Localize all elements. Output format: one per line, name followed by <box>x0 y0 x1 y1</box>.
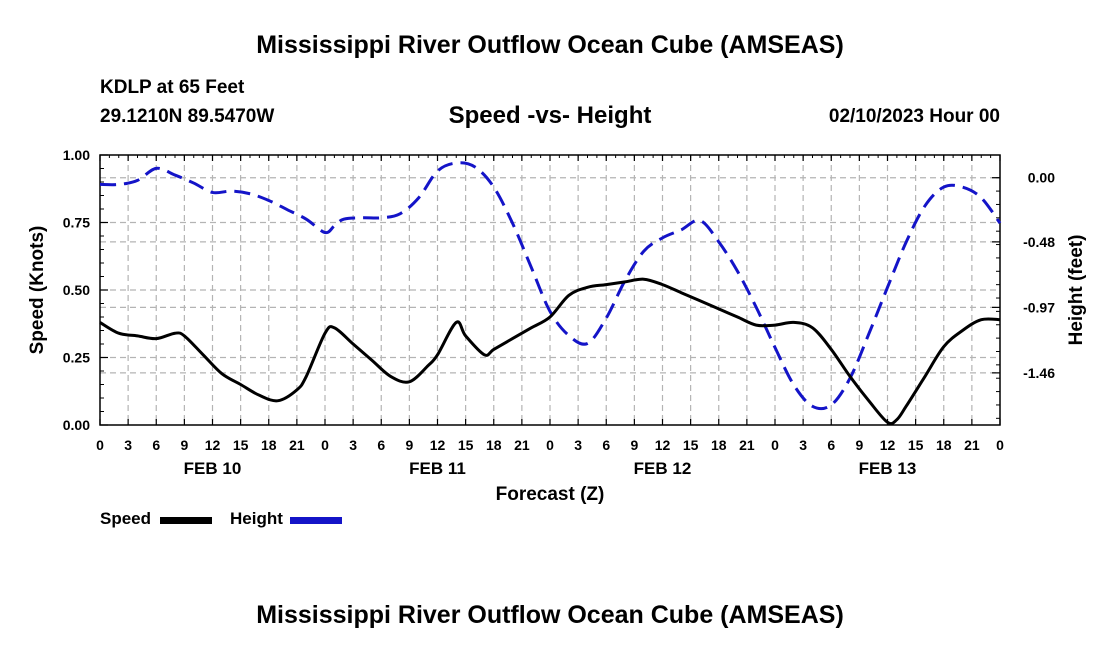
series-line-height <box>99 161 1002 411</box>
x-tick-label: 21 <box>514 437 530 453</box>
x-tick-label: 3 <box>349 437 357 453</box>
x-axis-label: Forecast (Z) <box>496 484 605 505</box>
y-tick-label: 0.25 <box>63 350 90 366</box>
x-tick-label: 9 <box>630 437 638 453</box>
x-tick-label: 15 <box>458 437 474 453</box>
chart-title: Mississippi River Outflow Ocean Cube (AM… <box>256 31 844 59</box>
x-tick-label: 12 <box>655 437 671 453</box>
day-label: FEB 12 <box>634 459 692 478</box>
x-tick-label: 9 <box>855 437 863 453</box>
x-tick-label: 18 <box>711 437 727 453</box>
x-tick-label: 18 <box>486 437 502 453</box>
x-tick-label: 15 <box>233 437 249 453</box>
x-tick-label: 12 <box>205 437 221 453</box>
x-tick-label: 0 <box>546 437 554 453</box>
y2-tick-label: -0.48 <box>1023 234 1055 250</box>
x-tick-label: 18 <box>261 437 277 453</box>
legend-speed-swatch <box>160 517 212 524</box>
forecast-date: 02/10/2023 Hour 00 <box>828 106 1000 127</box>
x-tick-label: 0 <box>771 437 779 453</box>
series-line-speed <box>99 277 1001 426</box>
axis-layer: 0 3 6 9 12 15 18 21 0 3 6 9 12 15 18 21 0 3 6 9 12 15 18 21 0 3 6 9… <box>63 147 1055 478</box>
x-tick-label: 18 <box>936 437 952 453</box>
legend-height-label: Height <box>230 509 283 528</box>
x-tick-label: 12 <box>430 437 446 453</box>
x-tick-label: 9 <box>405 437 413 453</box>
y2-tick-label: -0.97 <box>1023 299 1055 315</box>
station-label: KDLP at 65 Feet <box>100 77 245 98</box>
x-tick-label: 0 <box>96 437 104 453</box>
x-tick-label: 3 <box>124 437 132 453</box>
day-label: FEB 10 <box>184 459 242 478</box>
series-layer <box>99 161 1002 426</box>
legend-height-swatch <box>290 517 342 524</box>
x-tick-label: 6 <box>602 437 610 453</box>
x-tick-label: 0 <box>321 437 329 453</box>
y2-tick-label: 0.00 <box>1028 170 1055 186</box>
y-tick-label: 0.00 <box>63 417 90 433</box>
grid-layer <box>100 155 1000 425</box>
footer-title: Mississippi River Outflow Ocean Cube (AM… <box>256 601 844 629</box>
station-coords: 29.1210N 89.5470W <box>100 106 275 127</box>
x-tick-label: 6 <box>152 437 160 453</box>
y2-axis-label: Height (feet) <box>1066 235 1087 346</box>
day-label: FEB 13 <box>859 459 917 478</box>
x-tick-label: 15 <box>908 437 924 453</box>
x-tick-label: 9 <box>180 437 188 453</box>
x-tick-label: 21 <box>964 437 980 453</box>
y-tick-label: 0.75 <box>63 215 90 231</box>
x-tick-label: 21 <box>289 437 305 453</box>
x-tick-label: 3 <box>574 437 582 453</box>
x-tick-label: 3 <box>799 437 807 453</box>
y-tick-label: 0.50 <box>63 282 90 298</box>
x-tick-label: 15 <box>683 437 699 453</box>
legend-height: Height <box>230 509 283 529</box>
x-tick-label: 6 <box>827 437 835 453</box>
x-tick-label: 12 <box>880 437 896 453</box>
x-tick-label: 21 <box>739 437 755 453</box>
x-tick-label: 0 <box>996 437 1004 453</box>
day-label: FEB 11 <box>409 459 466 478</box>
chart-subtitle: Speed -vs- Height <box>448 102 652 129</box>
y-axis-label: Speed (Knots) <box>27 226 48 355</box>
x-tick-label: 6 <box>377 437 385 453</box>
y-tick-label: 1.00 <box>63 147 90 163</box>
y2-tick-label: -1.46 <box>1023 365 1055 381</box>
legend-speed-label: Speed <box>100 509 152 528</box>
legend: Speed <box>100 509 151 529</box>
